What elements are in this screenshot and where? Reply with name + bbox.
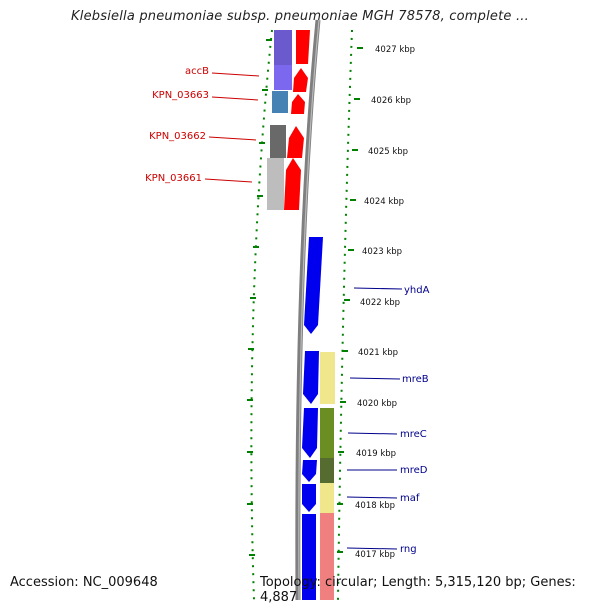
accB-block-top (274, 30, 292, 65)
accB-block-bottom (274, 65, 292, 90)
kbp-label-4019: 4019 kbp (356, 449, 396, 459)
maf-arrow (302, 484, 316, 512)
label-KPN_03662: KPN_03662 (149, 131, 206, 142)
backbone-line (295, 19, 321, 600)
rng-arrow (302, 514, 316, 600)
kbp-label-4025: 4025 kbp (368, 147, 408, 157)
mreB-arrow (303, 351, 319, 404)
rng-block (320, 513, 334, 600)
label-maf: maf (400, 493, 420, 504)
label-rng: rng (400, 544, 417, 555)
topology-text: Topology: circular; Length: 5,315,120 bp… (260, 575, 576, 605)
kbp-label-4022: 4022 kbp (360, 298, 400, 308)
label-yhdA: yhdA (404, 285, 430, 296)
KPN_03661-block (267, 158, 284, 210)
kbp-label-4026: 4026 kbp (371, 96, 411, 106)
label-mreD: mreD (400, 465, 428, 476)
mreC-arrow (302, 408, 318, 458)
forward-cds-arrows (302, 237, 323, 600)
reverse-cds-4 (287, 126, 304, 158)
label-KPN_03661: KPN_03661 (145, 173, 202, 184)
label-mreC: mreC (400, 429, 427, 440)
KPN_03662-block (270, 125, 286, 158)
right-leader-lines (346, 287, 403, 550)
reverse-cds-arrows (284, 30, 310, 210)
kbp-label-4023: 4023 kbp (362, 247, 402, 257)
mreC-block (320, 408, 334, 458)
kbp-label-4027: 4027 kbp (375, 45, 415, 55)
right-tick-marks (337, 47, 363, 553)
kbp-label-4024: 4024 kbp (364, 197, 404, 207)
reverse-cds-5 (284, 158, 301, 210)
left-dotted-guide (250, 29, 273, 600)
reverse-cds-3 (291, 94, 305, 114)
kbp-label-4021: 4021 kbp (358, 348, 398, 358)
mreD-block (320, 458, 334, 483)
left-leader-lines (204, 72, 260, 183)
reverse-cds-1 (296, 30, 310, 64)
backbone-highlight (298, 19, 320, 600)
reverse-cds-2 (293, 68, 308, 92)
label-mreB: mreB (402, 374, 429, 385)
right-dotted-guide (337, 29, 353, 600)
kbp-label-4018: 4018 kbp (355, 501, 395, 511)
label-KPN_03663: KPN_03663 (152, 90, 209, 101)
kbp-label-4020: 4020 kbp (357, 399, 397, 409)
KPN_03663-block (272, 91, 288, 113)
left-tick-marks (247, 39, 272, 556)
mreB-block (320, 352, 335, 404)
yhdA-arrow (304, 237, 323, 334)
map-title: Klebsiella pneumoniae subsp. pneumoniae … (71, 9, 529, 24)
kbp-label-4017: 4017 kbp (355, 550, 395, 560)
maf-block (320, 483, 334, 513)
accession-text: Accession: NC_009648 (10, 575, 158, 590)
mreD-arrow (302, 460, 317, 482)
label-accB: accB (185, 66, 209, 77)
